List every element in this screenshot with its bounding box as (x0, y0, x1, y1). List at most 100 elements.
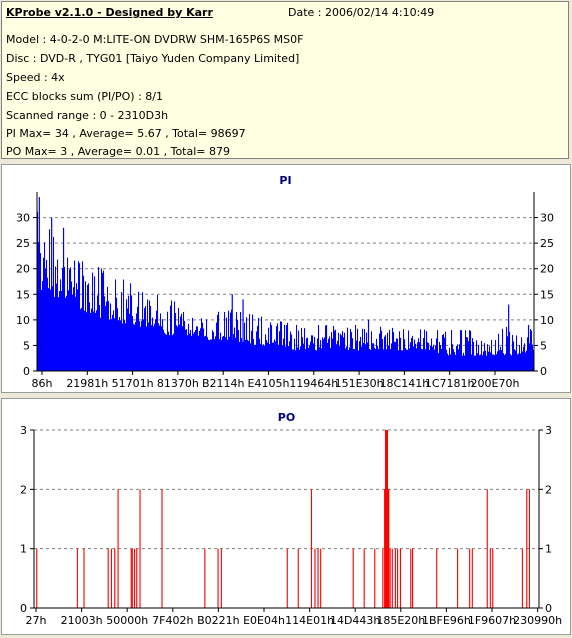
po-xtick-label: 27h (26, 614, 47, 627)
pi-bar (522, 351, 524, 371)
pi-bar (275, 341, 277, 371)
pi-bar (465, 330, 467, 371)
pi-bar (81, 307, 83, 371)
pi-bar (341, 335, 343, 371)
pi-bar (151, 325, 153, 371)
po-bar (310, 489, 312, 608)
pi-bar (219, 339, 221, 371)
pi-bar (378, 349, 380, 371)
pi-bar (133, 323, 135, 371)
pi-bar (462, 355, 464, 371)
pi-bar (164, 332, 166, 371)
pi-bar (137, 306, 139, 371)
pi-bar (208, 339, 210, 371)
pi-bar (134, 324, 136, 371)
pi-bar (443, 334, 445, 371)
pi-bar (38, 242, 40, 371)
pi-xtick-label: 1C7181h (425, 377, 475, 390)
pi-bar (139, 321, 141, 371)
pi-bar (176, 325, 178, 371)
pi-bar (172, 335, 174, 371)
pi-bar (517, 354, 519, 371)
pi-bar (514, 349, 516, 371)
pi-bar (315, 349, 317, 371)
pi-bar (486, 355, 488, 371)
pi-bar (456, 346, 458, 371)
pi-bar (112, 314, 114, 371)
pi-ytick-label-right: 0 (540, 365, 547, 378)
pi-bar (78, 261, 80, 371)
pi-bar (415, 343, 417, 371)
pi-bar (120, 320, 122, 371)
pi-bar (396, 338, 398, 371)
pi-bar (487, 344, 489, 371)
pi-bar (389, 329, 391, 371)
pi-bar (430, 345, 432, 371)
pi-bar (474, 355, 476, 371)
pi-bar (293, 349, 295, 371)
po-chart-panel: PO 0 0 1 1 2 2 3 3 27h 21003h 50000h 7F402h B0221h E0E… (1, 398, 571, 635)
pi-bar (336, 344, 338, 371)
pi-bar (114, 318, 116, 371)
pi-bar (263, 344, 265, 371)
pi-xtick-label: 81370h (157, 377, 199, 390)
pi-bar (406, 349, 408, 371)
pi-bar (289, 341, 291, 371)
pi-bar (290, 331, 292, 371)
pi-bar (294, 338, 296, 371)
pi-bar (116, 297, 118, 371)
pi-bar (529, 343, 531, 371)
speed-line: Speed : 4x (6, 71, 65, 84)
pi-bar (295, 350, 297, 371)
pi-bar (103, 270, 105, 371)
po-bar (36, 548, 38, 608)
pi-bar (503, 353, 505, 371)
pi-bar (236, 311, 238, 371)
po-bar (384, 430, 387, 608)
pi-bar (67, 257, 69, 371)
pi-bar (282, 345, 284, 371)
pi-bar (179, 324, 181, 371)
pi-bar (279, 331, 281, 371)
pi-bar (187, 335, 189, 371)
pi-xtick-label: 21981h (66, 377, 108, 390)
po-bar (297, 548, 299, 608)
pi-bar (398, 350, 400, 371)
pi-bar (171, 300, 173, 371)
pi-bar (326, 324, 328, 371)
pi-bar (95, 313, 97, 371)
pi-bar (362, 328, 364, 371)
po-bar (161, 489, 163, 608)
pi-bar (175, 312, 177, 371)
pi-bar (317, 338, 319, 371)
pi-bar (40, 253, 42, 371)
scan-date: Date : 2006/02/14 4:10:49 (288, 6, 435, 19)
pi-bar (438, 353, 440, 371)
pi-bar (509, 331, 511, 371)
pi-bar (302, 337, 304, 371)
pi-bar (85, 281, 87, 371)
pi-bar (158, 323, 160, 371)
pi-bar (255, 344, 257, 371)
pi-bar (318, 324, 320, 371)
pi-bar (195, 329, 197, 371)
pi-bar (61, 290, 63, 371)
po-ytick-label-left: 2 (20, 483, 27, 496)
pi-bar (482, 355, 484, 371)
pi-bar (220, 332, 222, 371)
pi-bar (432, 346, 434, 371)
pi-bar (413, 346, 415, 371)
disc-line: Disc : DVD-R , TYG01 [Taiyo Yuden Compan… (6, 52, 300, 65)
pi-bar (101, 268, 103, 371)
pi-bar (497, 351, 499, 371)
pi-bar (405, 347, 407, 371)
pi-bar (260, 343, 262, 371)
pi-bar (483, 351, 485, 371)
po-xtick-label: 230990h (513, 614, 562, 627)
pi-bar (197, 326, 199, 371)
pi-bar (489, 346, 491, 371)
pi-bar (111, 319, 113, 371)
pi-bar (464, 355, 466, 371)
po-bar (133, 548, 136, 608)
pi-bar (471, 354, 473, 371)
